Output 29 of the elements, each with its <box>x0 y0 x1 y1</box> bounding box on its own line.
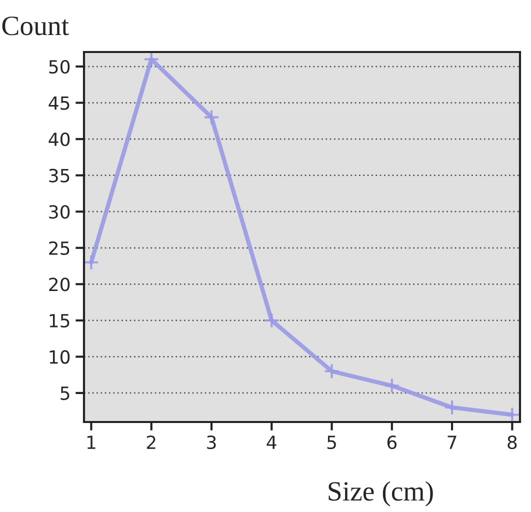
point <box>444 400 460 416</box>
x-tick-label: 5 <box>327 436 336 450</box>
y-tick-label: 30 <box>49 205 70 219</box>
y-tick-label: 25 <box>49 241 70 255</box>
point <box>324 363 340 380</box>
point <box>264 312 280 328</box>
x-tick-label: 6 <box>387 436 397 450</box>
y-tick-label: 40 <box>48 132 70 146</box>
x-tick-label: 1 <box>87 436 96 449</box>
point <box>84 254 100 270</box>
line-series <box>84 52 520 422</box>
y-tick-label: 50 <box>49 60 70 74</box>
x-tick-label: 4 <box>266 436 276 449</box>
y-tick-label: 20 <box>49 278 70 292</box>
point <box>204 109 220 126</box>
y-tick-label: 5 <box>60 386 70 400</box>
x-tick-label: 8 <box>508 436 517 450</box>
x-tick-label: 3 <box>207 436 216 450</box>
y-tick-label: 45 <box>48 96 70 110</box>
point <box>504 406 520 422</box>
x-axis-title: Size (cm) <box>328 481 433 506</box>
y-axis-title: Count <box>2 16 69 36</box>
point <box>143 52 160 68</box>
point <box>384 378 400 394</box>
x-tick-label: 7 <box>448 436 456 449</box>
y-tick-label: 15 <box>50 314 70 328</box>
y-tick-label: 35 <box>49 168 70 182</box>
x-tick-label: 2 <box>146 436 156 449</box>
y-tick-label: 10 <box>50 350 70 364</box>
